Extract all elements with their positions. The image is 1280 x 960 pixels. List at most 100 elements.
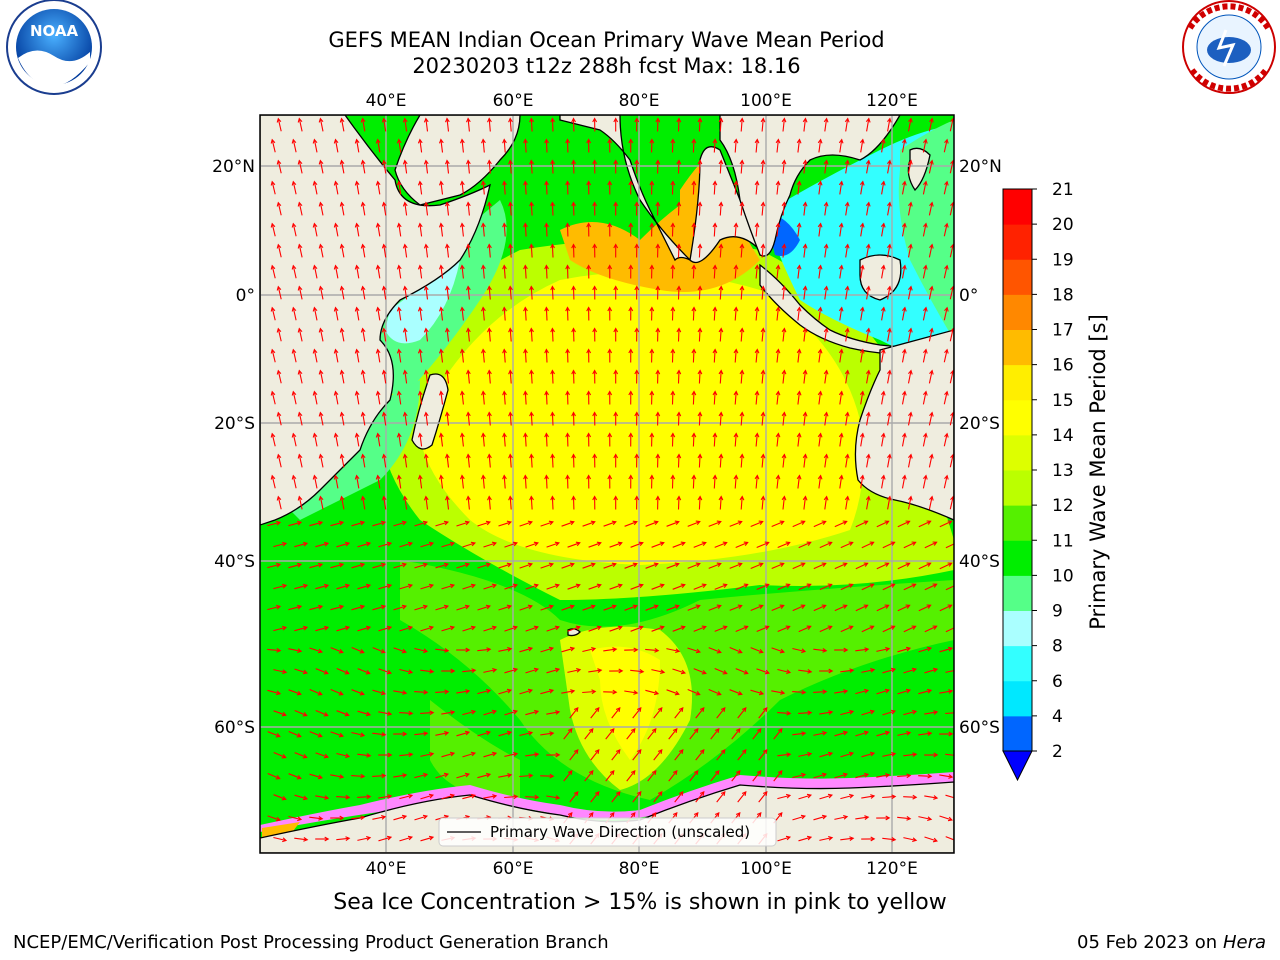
wave-arrow-head — [550, 327, 555, 333]
wave-arrow — [819, 837, 833, 841]
wave-arrow-head — [386, 541, 393, 547]
wave-arrow — [298, 160, 303, 174]
wave-arrow-head — [449, 541, 456, 547]
wave-arrow-head — [796, 138, 802, 144]
wave-arrow — [551, 244, 554, 258]
wave-arrow — [776, 475, 779, 489]
wave-arrow — [901, 307, 906, 321]
wave-arrow — [651, 584, 664, 590]
wave-arrow-head — [270, 264, 276, 270]
wave-arrow-head — [781, 411, 787, 417]
wave-arrow-head — [444, 285, 450, 291]
wave-arrow-head — [827, 751, 834, 757]
wave-arrow — [383, 454, 387, 468]
wave-arrow-head — [613, 285, 619, 291]
wave-arrow — [918, 647, 932, 653]
wave-arrow-head — [402, 369, 408, 375]
wave-arrow-head — [737, 562, 743, 568]
wave-arrow — [498, 689, 512, 695]
wave-arrow-head — [822, 689, 828, 695]
wave-arrow-head — [291, 390, 297, 396]
wave-arrow — [771, 520, 784, 528]
wave-arrow-head — [733, 180, 739, 186]
wave-arrow — [737, 707, 747, 719]
wave-arrow-head — [611, 520, 617, 526]
wave-arrow — [334, 223, 339, 237]
colorbar-tick-label: 10 — [1052, 566, 1074, 586]
wave-arrow-head — [297, 327, 303, 333]
wave-arrow-head — [613, 117, 619, 123]
wave-arrow-head — [318, 327, 324, 333]
wave-arrow — [861, 752, 875, 758]
wave-arrow-head — [955, 753, 959, 757]
wave-arrow — [922, 265, 927, 279]
wave-arrow-head — [586, 264, 592, 270]
wave-arrow — [351, 731, 365, 737]
wave-arrow — [294, 794, 308, 800]
wave-arrow-head — [550, 495, 555, 501]
wave-arrow-head — [615, 790, 621, 796]
wave-arrow-head — [291, 138, 297, 144]
wave-arrow — [928, 160, 933, 174]
wave-arrow — [419, 139, 423, 153]
wave-arrow — [945, 712, 954, 715]
wave-arrow-head — [651, 811, 657, 817]
wave-arrow — [928, 244, 933, 258]
wave-arrow-head — [417, 222, 423, 228]
wave-arrow-head — [695, 520, 701, 526]
wave-arrow — [404, 202, 408, 216]
wave-arrow-head — [360, 327, 366, 333]
wave-arrow-head — [554, 667, 561, 673]
wave-arrow — [603, 563, 616, 569]
wave-arrow — [797, 139, 801, 153]
wave-arrow-head — [276, 411, 282, 417]
wave-arrow — [419, 181, 423, 195]
wave-arrow-head — [380, 604, 387, 610]
wave-arrow — [803, 328, 807, 342]
wave-arrow — [928, 202, 933, 216]
wave-arrow-head — [634, 495, 640, 501]
wave-arrow — [761, 496, 764, 510]
wave-arrow — [803, 496, 807, 510]
wave-arrow-head — [438, 390, 444, 396]
wave-arrow — [440, 223, 444, 237]
wave-arrow — [752, 770, 762, 782]
wave-arrow — [897, 520, 910, 528]
wave-arrow — [689, 770, 699, 782]
wave-arrow-head — [630, 769, 636, 775]
wave-arrow — [567, 669, 581, 673]
wave-arrow-head — [859, 306, 865, 312]
wave-arrow-head — [926, 688, 933, 694]
wave-arrow-head — [487, 411, 492, 417]
wave-arrow — [713, 433, 716, 447]
wave-arrow-head — [444, 411, 450, 417]
wave-arrow-head — [886, 327, 892, 333]
wave-arrow-head — [676, 369, 682, 375]
wave-arrow-head — [276, 495, 282, 501]
wave-arrow — [419, 265, 423, 279]
wave-arrow — [524, 391, 527, 405]
wave-arrow — [692, 139, 695, 153]
wave-arrow-head — [613, 453, 619, 459]
wave-arrow — [776, 265, 779, 279]
wave-arrow-head — [628, 222, 634, 228]
wave-arrow — [357, 796, 371, 798]
wave-arrow-head — [465, 689, 471, 694]
wave-arrow-head — [312, 138, 318, 144]
wave-arrow-head — [354, 390, 360, 396]
wave-arrow — [945, 836, 954, 841]
wave-arrow — [313, 181, 318, 195]
wave-arrow-head — [632, 562, 638, 568]
wave-arrow-head — [932, 583, 938, 588]
wave-arrow-head — [529, 117, 534, 123]
wave-arrow-head — [844, 327, 850, 333]
wave-arrow-head — [933, 710, 939, 715]
wave-arrow-head — [655, 285, 661, 291]
lat-label-left: 0° — [236, 286, 255, 306]
wave-arrow-head — [465, 117, 471, 123]
wave-arrow — [356, 265, 360, 279]
wave-arrow — [273, 584, 287, 590]
wave-arrow — [273, 669, 287, 673]
wave-arrow — [731, 770, 741, 782]
wave-arrow-head — [417, 348, 423, 354]
